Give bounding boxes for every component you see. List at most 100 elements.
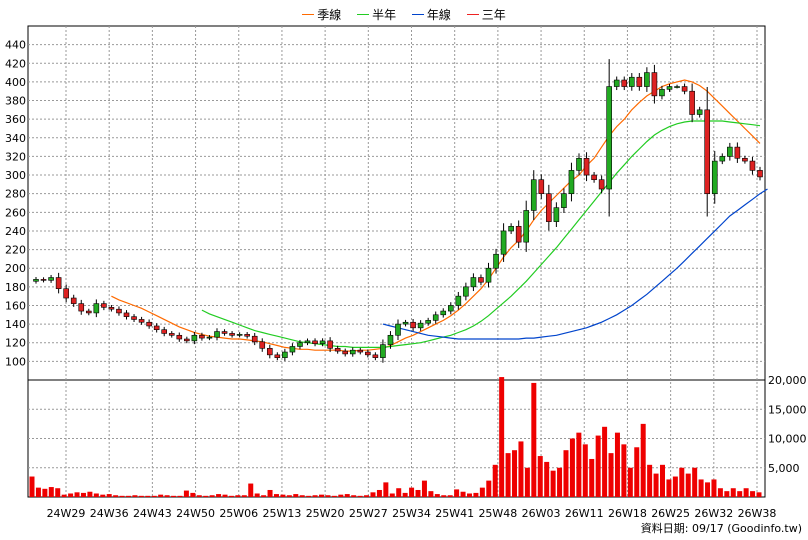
candle-body — [478, 277, 484, 283]
x-tick-label: 25W13 — [263, 507, 302, 520]
price-tick-label: 420 — [5, 57, 26, 70]
candle-body — [508, 225, 514, 232]
volume-bar — [171, 495, 177, 497]
volume-tick-label: 10,000 — [768, 433, 807, 446]
volume-bar — [705, 482, 711, 497]
volume-bar — [209, 495, 215, 497]
volume-bar — [312, 495, 318, 497]
ma-half-year-line — [201, 120, 761, 348]
volume-bar — [319, 494, 325, 497]
candle-body — [342, 350, 349, 355]
volume-bar — [717, 488, 723, 497]
volume-bar — [241, 495, 247, 497]
candle-body — [259, 341, 266, 349]
volume-bar — [524, 467, 530, 497]
candle-body — [236, 334, 243, 336]
legend-half-year[interactable]: 半年 — [357, 6, 396, 23]
legend-quarter-label: 季線 — [317, 8, 342, 22]
candle-body — [470, 277, 477, 288]
volume-bar — [396, 488, 402, 497]
candle-body — [153, 325, 160, 330]
volume-bar — [61, 494, 67, 497]
volume-bar — [164, 495, 170, 497]
candle-body — [221, 331, 228, 334]
price-tick-label: 160 — [5, 299, 26, 312]
candle-body — [191, 334, 198, 342]
x-tick-label: 24W43 — [133, 507, 172, 520]
legend-three-year[interactable]: 三年 — [466, 6, 506, 23]
candle-body — [116, 308, 122, 314]
price-tick-label: 180 — [5, 281, 26, 294]
candle-body — [689, 90, 695, 115]
candle-body — [621, 79, 628, 87]
legend-year-label: 年線 — [426, 8, 451, 22]
volume-bar — [351, 495, 357, 497]
volume-bar — [383, 482, 389, 497]
volume-bar — [248, 483, 254, 497]
candle-body — [206, 336, 213, 339]
x-tick-label: 25W27 — [349, 507, 388, 520]
candle-body — [282, 351, 288, 358]
legend-quarter[interactable]: 季線 — [302, 6, 341, 23]
candle-body — [146, 321, 152, 327]
volume-bar — [711, 479, 717, 497]
volume-bar — [608, 453, 614, 497]
volume-bar — [492, 464, 498, 497]
volume-bar — [595, 435, 601, 497]
volume-bar — [518, 441, 524, 497]
volume-bar — [531, 382, 537, 497]
legend-year[interactable]: 年線 — [411, 6, 451, 23]
volume-bar — [454, 489, 460, 497]
candle-body — [101, 303, 107, 308]
x-tick-label: 26W25 — [651, 507, 690, 520]
volume-bar — [293, 494, 299, 497]
volume-bar — [48, 487, 54, 497]
x-tick-label: 24W50 — [176, 507, 215, 520]
volume-bar — [370, 492, 376, 497]
volume-bar — [698, 479, 704, 497]
volume-bar — [659, 464, 665, 497]
price-axis: 100 120 140 160 180 200 220 240 260 280 300 320 340 3… — [5, 39, 26, 369]
volume-bar — [389, 493, 395, 497]
volume-bar — [222, 494, 228, 497]
price-tick-label: 300 — [5, 169, 26, 182]
x-tick-label: 26W38 — [738, 507, 777, 520]
source-credit: (Goodinfo.tw) — [727, 522, 802, 535]
volume-bar — [261, 495, 267, 497]
volume-bar — [145, 495, 151, 497]
volume-bar — [415, 489, 421, 497]
volume-bar — [428, 491, 434, 497]
candle-body — [402, 321, 409, 325]
volume-bar — [447, 495, 453, 497]
candle-body — [659, 89, 665, 97]
volume-bar — [441, 495, 447, 497]
candle-body — [319, 340, 326, 344]
candle-body — [78, 303, 85, 312]
candle-body — [455, 295, 462, 306]
candle-body — [440, 310, 447, 316]
candle-body — [711, 160, 718, 194]
candle-body — [108, 307, 115, 310]
volume-bar — [550, 470, 556, 497]
volume-bar — [364, 495, 370, 497]
ma-year-line — [382, 188, 768, 340]
candle-body — [312, 340, 318, 344]
candle-body — [93, 303, 100, 314]
volume-bar — [216, 494, 222, 497]
price-tick-label: 140 — [5, 318, 26, 331]
price-tick-label: 200 — [5, 262, 26, 275]
volume-bar — [557, 467, 563, 497]
candle-body — [63, 288, 69, 299]
volume-bar — [563, 450, 569, 497]
volume-axis: 5,000 10,000 15,000 20,000 — [768, 374, 807, 475]
candle-body — [33, 279, 39, 282]
volume-bar — [647, 464, 653, 497]
volume-bar — [582, 444, 588, 497]
candle-body — [644, 72, 650, 87]
candle-body — [357, 349, 364, 353]
candle-body — [561, 193, 567, 208]
volume-bar — [376, 489, 382, 497]
volume-bar — [331, 495, 337, 497]
volume-bar — [55, 488, 61, 497]
candle-body — [395, 323, 401, 336]
